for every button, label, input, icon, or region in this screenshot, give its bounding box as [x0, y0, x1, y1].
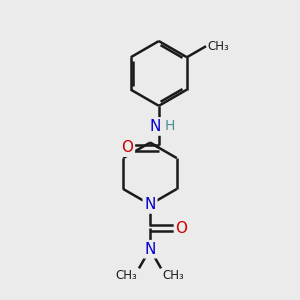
Text: CH₃: CH₃ — [208, 40, 229, 53]
Text: H: H — [165, 119, 175, 134]
Text: CH₃: CH₃ — [163, 269, 184, 282]
Text: O: O — [121, 140, 133, 155]
Text: O: O — [176, 220, 188, 236]
Text: N: N — [144, 197, 156, 212]
Text: N: N — [149, 119, 161, 134]
Text: CH₃: CH₃ — [116, 269, 137, 282]
Text: N: N — [144, 242, 156, 257]
